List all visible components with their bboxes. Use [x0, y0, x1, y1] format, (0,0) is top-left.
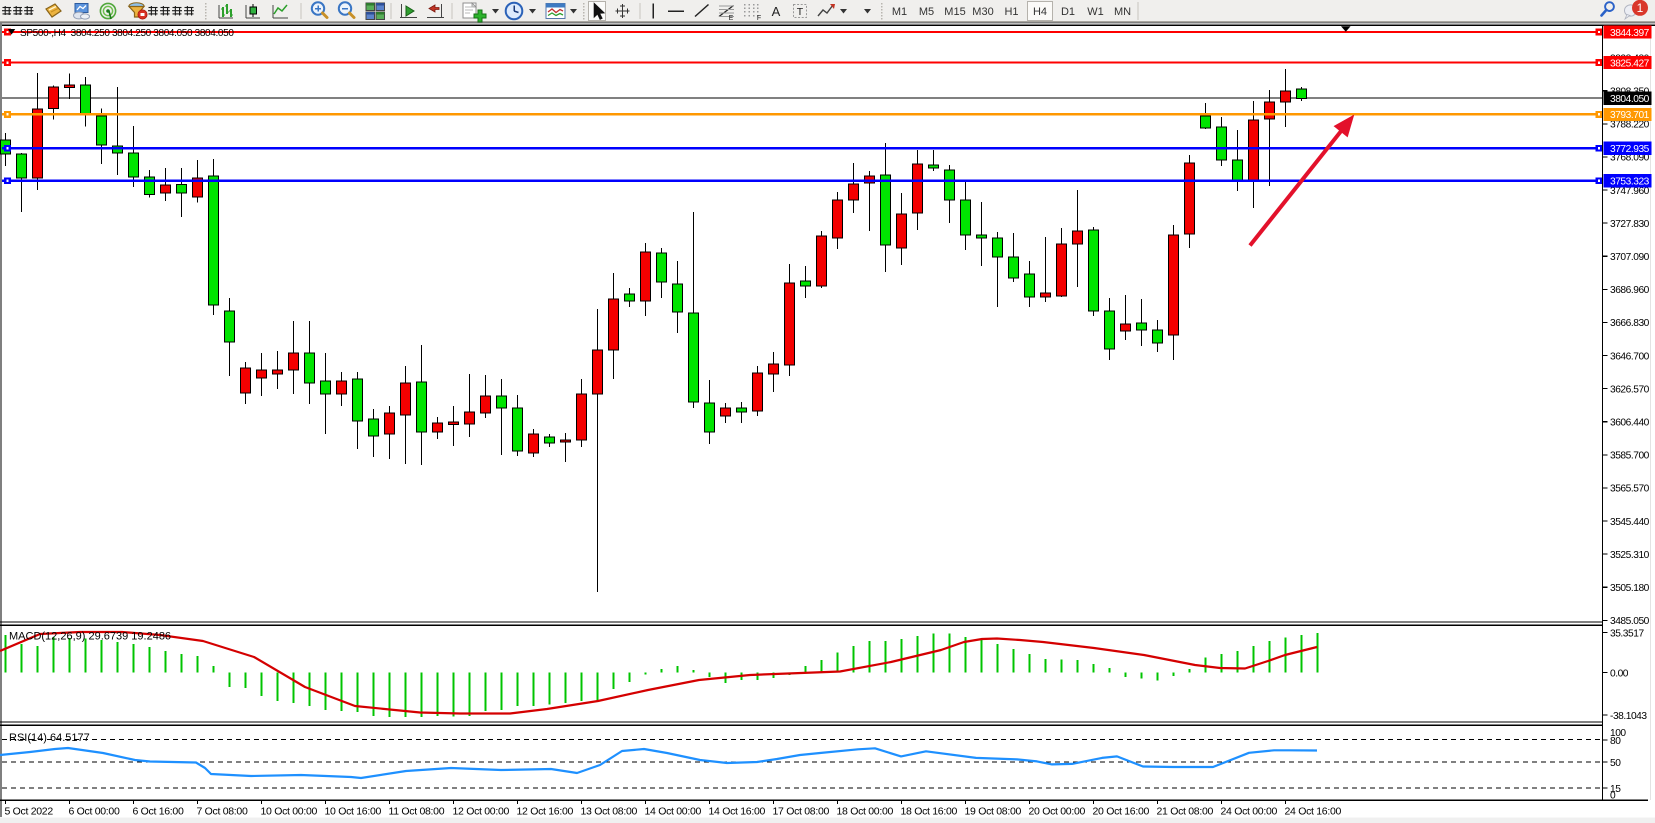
svg-text:E: E: [729, 15, 734, 22]
svg-text:3646.700: 3646.700: [1610, 351, 1650, 362]
svg-text:M5: M5: [919, 6, 934, 18]
svg-text:18 Oct 16:00: 18 Oct 16:00: [901, 806, 958, 818]
svg-text:3686.960: 3686.960: [1610, 285, 1650, 296]
svg-text:18 Oct 00:00: 18 Oct 00:00: [837, 806, 894, 818]
svg-text:3804.050: 3804.050: [1610, 94, 1650, 105]
svg-text:M1: M1: [892, 6, 907, 18]
svg-text:20 Oct 00:00: 20 Oct 00:00: [1029, 806, 1086, 818]
svg-text:W1: W1: [1087, 6, 1104, 18]
svg-text:3793.701: 3793.701: [1610, 110, 1650, 121]
svg-text:0.00: 0.00: [1610, 668, 1629, 679]
svg-text:15: 15: [1610, 784, 1621, 795]
svg-text:100: 100: [1610, 728, 1626, 739]
svg-text:1: 1: [1637, 1, 1644, 15]
svg-text:5 Oct 2022: 5 Oct 2022: [5, 806, 54, 818]
svg-text:M15: M15: [944, 6, 965, 18]
svg-text:50: 50: [1610, 758, 1621, 769]
svg-text:M30: M30: [972, 6, 993, 18]
svg-text:80: 80: [1610, 736, 1621, 747]
svg-text:20 Oct 16:00: 20 Oct 16:00: [1093, 806, 1150, 818]
svg-text:MACD(12,26,9) 29.6739 19.2486: MACD(12,26,9) 29.6739 19.2486: [9, 631, 171, 643]
svg-text:13 Oct 08:00: 13 Oct 08:00: [581, 806, 638, 818]
svg-text:3585.700: 3585.700: [1610, 451, 1650, 462]
svg-text:3485.050: 3485.050: [1610, 616, 1650, 627]
svg-text:3747.960: 3747.960: [1610, 186, 1650, 197]
svg-text:3772.935: 3772.935: [1610, 144, 1650, 155]
svg-text:14 Oct 00:00: 14 Oct 00:00: [645, 806, 702, 818]
svg-text:12 Oct 16:00: 12 Oct 16:00: [517, 806, 574, 818]
svg-text:3707.090: 3707.090: [1610, 252, 1650, 263]
svg-text:7 Oct 08:00: 7 Oct 08:00: [197, 806, 248, 818]
svg-text:-38.1043: -38.1043: [1610, 711, 1647, 722]
svg-text:D1: D1: [1061, 6, 1075, 18]
svg-text:3545.440: 3545.440: [1610, 517, 1650, 528]
svg-text:0: 0: [1610, 790, 1616, 801]
svg-text:3626.570: 3626.570: [1610, 384, 1650, 395]
svg-text:A: A: [772, 4, 781, 19]
svg-text:3753.323: 3753.323: [1610, 177, 1650, 188]
svg-text:3788.220: 3788.220: [1610, 120, 1650, 131]
svg-text:6 Oct 00:00: 6 Oct 00:00: [69, 806, 120, 818]
svg-text:24 Oct 16:00: 24 Oct 16:00: [1285, 806, 1342, 818]
svg-text:MN: MN: [1114, 6, 1131, 18]
svg-text:RSI(14) 64.5177: RSI(14) 64.5177: [9, 732, 90, 744]
svg-text:3606.440: 3606.440: [1610, 418, 1650, 429]
svg-text:H1: H1: [1004, 6, 1018, 18]
svg-text:T: T: [797, 6, 804, 18]
svg-text:14 Oct 16:00: 14 Oct 16:00: [709, 806, 766, 818]
svg-text:10 Oct 16:00: 10 Oct 16:00: [325, 806, 382, 818]
svg-text:3727.830: 3727.830: [1610, 219, 1650, 230]
svg-text:SP500-,H4 3804.250 3804.250 3: SP500-,H4 3804.250 3804.250 3804.050 380…: [20, 28, 234, 39]
svg-text:19 Oct 08:00: 19 Oct 08:00: [965, 806, 1022, 818]
svg-text:3666.830: 3666.830: [1610, 318, 1650, 329]
svg-text:3505.180: 3505.180: [1610, 583, 1650, 594]
svg-text:H4: H4: [1033, 6, 1047, 18]
svg-text:11 Oct 08:00: 11 Oct 08:00: [389, 806, 445, 818]
svg-text:17 Oct 08:00: 17 Oct 08:00: [773, 806, 830, 818]
svg-text:F: F: [757, 15, 761, 22]
svg-text:3825.427: 3825.427: [1610, 58, 1650, 69]
svg-text:6 Oct 16:00: 6 Oct 16:00: [133, 806, 184, 818]
svg-text:3844.397: 3844.397: [1610, 28, 1650, 39]
svg-text:21 Oct 08:00: 21 Oct 08:00: [1157, 806, 1214, 818]
svg-text:3768.090: 3768.090: [1610, 153, 1650, 164]
svg-text:10 Oct 00:00: 10 Oct 00:00: [261, 806, 318, 818]
svg-text:35.3517: 35.3517: [1610, 628, 1644, 639]
svg-text:3565.570: 3565.570: [1610, 484, 1650, 495]
svg-text:3525.310: 3525.310: [1610, 550, 1650, 561]
svg-text:12 Oct 00:00: 12 Oct 00:00: [453, 806, 510, 818]
svg-text:24 Oct 00:00: 24 Oct 00:00: [1221, 806, 1278, 818]
